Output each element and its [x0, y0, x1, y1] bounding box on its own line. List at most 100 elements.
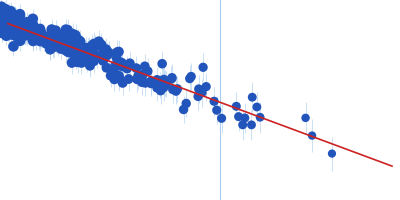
Point — [25, 31, 31, 34]
Point — [70, 39, 76, 42]
Point — [27, 32, 33, 35]
Point — [200, 66, 206, 69]
Point — [62, 36, 69, 40]
Point — [249, 96, 256, 99]
Point — [13, 17, 19, 21]
Point — [22, 22, 28, 25]
Point — [8, 26, 14, 29]
Point — [17, 13, 23, 16]
Point — [8, 17, 14, 20]
Point — [0, 22, 4, 26]
Point — [233, 105, 240, 108]
Point — [0, 30, 6, 33]
Point — [302, 116, 309, 119]
Point — [116, 77, 122, 80]
Point — [73, 39, 79, 42]
Point — [103, 48, 110, 51]
Point — [16, 25, 22, 29]
Point — [148, 82, 154, 85]
Point — [13, 25, 19, 28]
Point — [18, 23, 24, 26]
Point — [4, 27, 10, 30]
Point — [85, 48, 92, 51]
Point — [29, 30, 35, 33]
Point — [116, 74, 122, 77]
Point — [64, 43, 70, 46]
Point — [90, 51, 96, 54]
Point — [124, 67, 130, 70]
Point — [84, 59, 90, 63]
Point — [19, 29, 25, 32]
Point — [47, 47, 54, 51]
Point — [62, 28, 69, 31]
Point — [0, 5, 5, 8]
Point — [96, 40, 102, 43]
Point — [28, 32, 35, 35]
Point — [49, 39, 56, 42]
Point — [142, 81, 148, 84]
Point — [10, 19, 16, 22]
Point — [120, 81, 126, 84]
Point — [22, 34, 28, 37]
Point — [116, 64, 123, 67]
Point — [12, 16, 19, 19]
Point — [22, 26, 28, 29]
Point — [15, 30, 22, 33]
Point — [25, 22, 32, 25]
Point — [80, 54, 86, 57]
Point — [157, 83, 164, 86]
Point — [20, 22, 27, 25]
Point — [0, 15, 5, 19]
Point — [47, 43, 54, 46]
Point — [0, 13, 6, 16]
Point — [53, 41, 60, 44]
Point — [30, 38, 36, 41]
Point — [50, 41, 56, 44]
Point — [15, 25, 22, 28]
Point — [133, 67, 140, 70]
Point — [70, 32, 76, 36]
Point — [24, 21, 30, 24]
Point — [69, 51, 75, 55]
Point — [10, 24, 16, 28]
Point — [20, 31, 26, 34]
Point — [72, 57, 79, 60]
Point — [82, 54, 89, 57]
Point — [63, 49, 69, 52]
Point — [52, 36, 58, 39]
Point — [75, 38, 82, 41]
Point — [0, 21, 4, 24]
Point — [32, 28, 38, 31]
Point — [64, 28, 71, 32]
Point — [2, 19, 8, 23]
Point — [11, 14, 18, 17]
Point — [254, 105, 260, 109]
Point — [43, 42, 49, 45]
Point — [28, 28, 34, 32]
Point — [50, 46, 56, 49]
Point — [45, 35, 52, 38]
Point — [5, 24, 12, 27]
Point — [135, 75, 141, 78]
Point — [111, 78, 118, 81]
Point — [203, 85, 209, 88]
Point — [4, 16, 10, 19]
Point — [83, 46, 89, 49]
Point — [47, 48, 53, 51]
Point — [29, 37, 36, 40]
Point — [8, 33, 14, 36]
Point — [22, 24, 28, 27]
Point — [196, 87, 202, 91]
Point — [46, 36, 53, 39]
Point — [37, 40, 44, 43]
Point — [248, 123, 255, 126]
Point — [183, 102, 190, 105]
Point — [18, 28, 24, 31]
Point — [20, 32, 27, 35]
Point — [53, 29, 59, 32]
Point — [56, 41, 62, 44]
Point — [24, 26, 31, 29]
Point — [240, 123, 246, 126]
Point — [0, 19, 4, 22]
Point — [51, 45, 58, 48]
